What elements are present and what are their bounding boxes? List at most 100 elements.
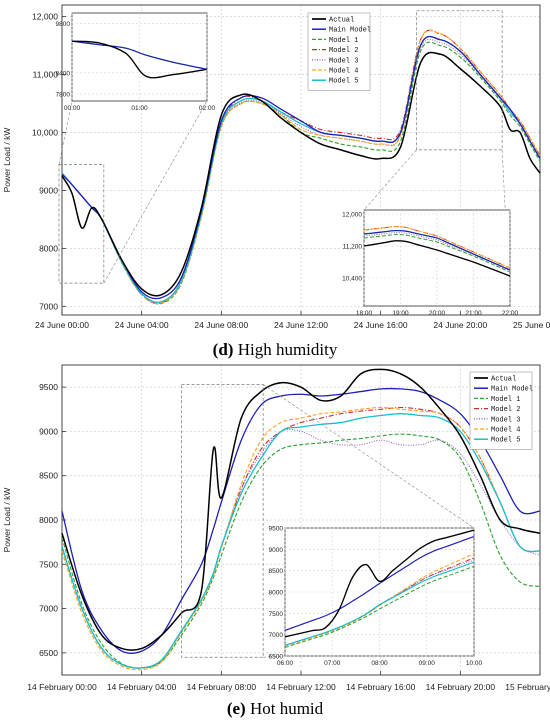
inset-x-tick-label: 01:00 [131, 105, 148, 112]
x-tick-label: 24 June 04:00 [115, 320, 169, 330]
legend-label: Model 3 [329, 57, 358, 65]
y-axis-label: Power Load / kW [2, 128, 12, 193]
y-tick-label: 12,000 [32, 12, 58, 22]
connector-b [263, 655, 286, 658]
x-tick-label: 14 February 16:00 [346, 682, 416, 692]
inset-series-model-1 [284, 565, 475, 648]
inset-y-tick-label: 8000 [269, 590, 284, 597]
legend-label: Main Model [329, 27, 371, 35]
legend-label: Model 5 [491, 437, 520, 445]
inset-series-actual [363, 240, 511, 277]
zoom-region-right [416, 10, 503, 151]
caption-d-letter: (d) [212, 340, 234, 359]
x-tick-label: 24 June 12:00 [274, 320, 328, 330]
inset-y-tick-label: 8500 [269, 568, 284, 575]
inset-x-tick-label: 00:00 [64, 105, 81, 112]
legend-label: Model 1 [491, 396, 520, 404]
inset-y-tick-label: 10,400 [342, 276, 362, 283]
x-tick-label: 24 June 16:00 [354, 320, 408, 330]
y-tick-label: 11,000 [33, 70, 59, 80]
zoom-region [181, 384, 264, 658]
legend-label: Model 4 [329, 68, 358, 76]
series-line-model-3 [61, 428, 541, 669]
inset-x-tick-label: 19:00 [392, 310, 409, 317]
inset-series-main-model [363, 229, 511, 271]
legend-box [307, 12, 371, 91]
legend-label: Model 1 [329, 37, 358, 45]
caption-e: (e) Hot humid [0, 699, 550, 719]
y-tick-label: 8000 [39, 243, 58, 253]
inset-x-tick-label: 09:00 [419, 660, 436, 667]
x-tick-label: 24 June 00:00 [35, 320, 89, 330]
inset-y-tick-label: 7000 [269, 632, 284, 639]
x-tick-label: 25 June 00:00 [513, 320, 550, 330]
series-line-actual [61, 51, 541, 297]
inset-y-tick-label: 8400 [56, 70, 71, 77]
y-tick-label: 10,000 [32, 127, 58, 137]
inset-series-actual [71, 40, 208, 79]
inset-series-main-model [284, 535, 475, 631]
inset-series-model-4 [284, 553, 475, 647]
inset-y-tick-label: 12,000 [342, 212, 362, 219]
legend-label: Model 3 [491, 416, 520, 424]
legend-label: Model 5 [329, 78, 358, 86]
chart-high-humidity: 24 June 00:00 24 June 04:00 24 June 08:00 2… [2, 4, 550, 330]
inset-y-tick-label: 7500 [269, 611, 284, 618]
legend-label: Actual [329, 17, 354, 25]
inset-y-tick-label: 7800 [56, 91, 71, 98]
inset-x-tick-label: 06:00 [277, 660, 294, 667]
inset-series-model-5 [284, 561, 475, 646]
zoom-region-left [58, 163, 105, 284]
inset-x-tick-label: 18:00 [356, 310, 373, 317]
inset-y-tick-label: 6500 [269, 654, 284, 661]
y-tick-label: 7500 [39, 559, 58, 569]
y-tick-label: 7000 [39, 301, 58, 311]
inset-series-main-model [71, 40, 208, 70]
legend-box [469, 371, 533, 450]
x-tick-label: 14 February 20:00 [426, 682, 496, 692]
caption-d: (d) High humidity [0, 340, 550, 360]
inset-x-tick-label: 10:00 [466, 660, 483, 667]
inset-x-tick-label: 08:00 [371, 660, 388, 667]
legend-label: Actual [491, 376, 516, 384]
series-line-main-model [61, 387, 541, 655]
legend-label: Model 2 [491, 406, 520, 414]
y-axis-label: Power Load / kW [2, 488, 12, 553]
inset-x-tick-label: 20:00 [429, 310, 446, 317]
x-tick-label: 24 June 20:00 [433, 320, 487, 330]
inset-series-actual [284, 529, 475, 638]
inset-x-tick-label: 02:00 [199, 105, 216, 112]
legend-label: Model 4 [491, 427, 520, 435]
inset-series-model-4 [363, 226, 511, 269]
y-tick-label: 9000 [39, 426, 58, 436]
x-tick-label: 15 February 00:00 [505, 682, 550, 692]
y-tick-label: 8000 [39, 515, 58, 525]
inset-x-tick-label: 22:00 [502, 310, 519, 317]
y-tick-label: 6500 [39, 648, 58, 658]
inset-y-tick-label: 9000 [269, 547, 284, 554]
connector-a [262, 384, 475, 529]
series-line-model-4 [61, 406, 541, 671]
series-line-model-2 [61, 406, 541, 669]
inset-series-model-1 [363, 234, 511, 273]
y-tick-label: 7000 [39, 604, 58, 614]
inset-x-tick-label: 21:00 [465, 310, 482, 317]
legend-label: Model 2 [329, 47, 358, 55]
connector-left-a [58, 100, 73, 165]
chart-hot-humid: 14 February 00:00 14 February 04:00 14 Feb… [2, 364, 550, 692]
inset-y-tick-label: 9500 [269, 526, 284, 533]
x-tick-label: 14 February 00:00 [27, 682, 97, 692]
x-tick-label: 24 June 08:00 [194, 320, 248, 330]
y-tick-label: 9500 [39, 382, 58, 392]
caption-e-text: Hot humid [245, 699, 324, 718]
y-tick-label: 9000 [39, 185, 58, 195]
caption-e-letter: (e) [226, 699, 246, 718]
series-line-model-5 [61, 413, 541, 669]
y-tick-label: 8500 [39, 471, 58, 481]
x-tick-label: 14 February 12:00 [266, 682, 336, 692]
connector-right-a [363, 149, 417, 211]
caption-d-text: High humidity [233, 340, 338, 359]
inset-y-tick-label: 11,200 [343, 244, 363, 251]
series-line-actual [61, 368, 541, 651]
